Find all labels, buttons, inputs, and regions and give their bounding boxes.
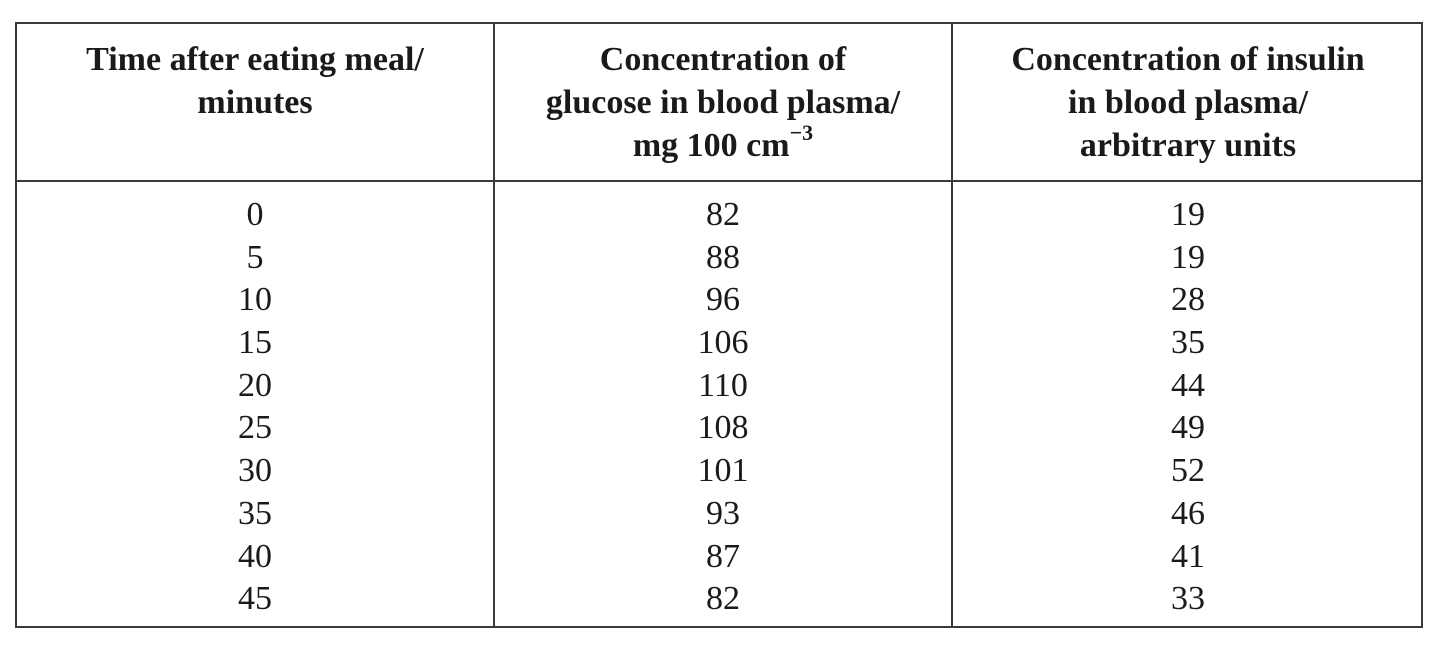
- time-cell: 0: [246, 196, 264, 233]
- glucose-cell: 87: [706, 537, 740, 575]
- header-divider: [17, 180, 1421, 182]
- glucose-cell: 88: [706, 238, 740, 276]
- time-cell: 40: [238, 537, 272, 575]
- time-column: 0 5 10 15 20 25 30 35 40 45: [17, 194, 493, 621]
- time-cell: 5: [246, 238, 264, 276]
- insulin-cell: 19: [1171, 238, 1205, 276]
- glucose-cell: 101: [697, 452, 749, 490]
- insulin-cell: 44: [1171, 366, 1205, 404]
- header-glucose-unit-exponent: −3: [789, 119, 814, 145]
- glucose-cell: 82: [706, 580, 740, 618]
- insulin-cell: 19: [1171, 196, 1205, 233]
- header-insulin-line: Concentration of insulin: [1011, 41, 1365, 78]
- glucose-cell: 93: [706, 494, 740, 532]
- header-glucose-unit-text: mg 100 cm: [632, 127, 790, 164]
- time-cell: 45: [238, 580, 272, 618]
- glucose-cell: 82: [706, 196, 740, 233]
- header-glucose-line: Concentration of: [599, 41, 847, 78]
- insulin-cell: 33: [1171, 580, 1205, 618]
- glucose-column: 82 88 96 106 110 108 101 93 87 82: [495, 194, 951, 621]
- insulin-cell: 49: [1171, 409, 1205, 447]
- header-insulin: Concentration of insulin in blood plasma…: [953, 24, 1423, 180]
- header-insulin-line: in blood plasma/: [1068, 84, 1308, 121]
- time-cell: 35: [238, 494, 272, 532]
- header-time-line: Time after eating meal/: [86, 41, 424, 78]
- header-glucose-unit: mg 100 cm−3: [495, 121, 951, 167]
- time-cell: 15: [238, 324, 272, 362]
- glucose-cell: 110: [698, 366, 748, 404]
- header-time-line: minutes: [197, 84, 313, 121]
- header-insulin-line: arbitrary units: [1079, 127, 1297, 164]
- insulin-cell: 52: [1171, 452, 1205, 490]
- insulin-cell: 41: [1171, 537, 1205, 575]
- column-divider: [951, 24, 953, 626]
- insulin-column: 19 19 28 35 44 49 52 46 41 33: [953, 194, 1423, 621]
- column-divider: [493, 24, 495, 626]
- insulin-cell: 35: [1171, 324, 1205, 362]
- time-cell: 20: [238, 366, 272, 404]
- header-time: Time after eating meal/ minutes: [17, 24, 493, 180]
- header-glucose: Concentration of glucose in blood plasma…: [495, 24, 951, 180]
- time-cell: 25: [238, 409, 272, 447]
- time-cell: 30: [238, 452, 272, 490]
- data-table: Time after eating meal/ minutes Concentr…: [15, 22, 1423, 628]
- time-cell: 10: [238, 281, 272, 319]
- glucose-cell: 106: [697, 324, 749, 362]
- header-glucose-line: glucose in blood plasma/: [545, 84, 901, 121]
- glucose-cell: 96: [706, 281, 740, 319]
- glucose-cell: 108: [697, 409, 749, 447]
- insulin-cell: 28: [1171, 281, 1205, 319]
- insulin-cell: 46: [1171, 494, 1205, 532]
